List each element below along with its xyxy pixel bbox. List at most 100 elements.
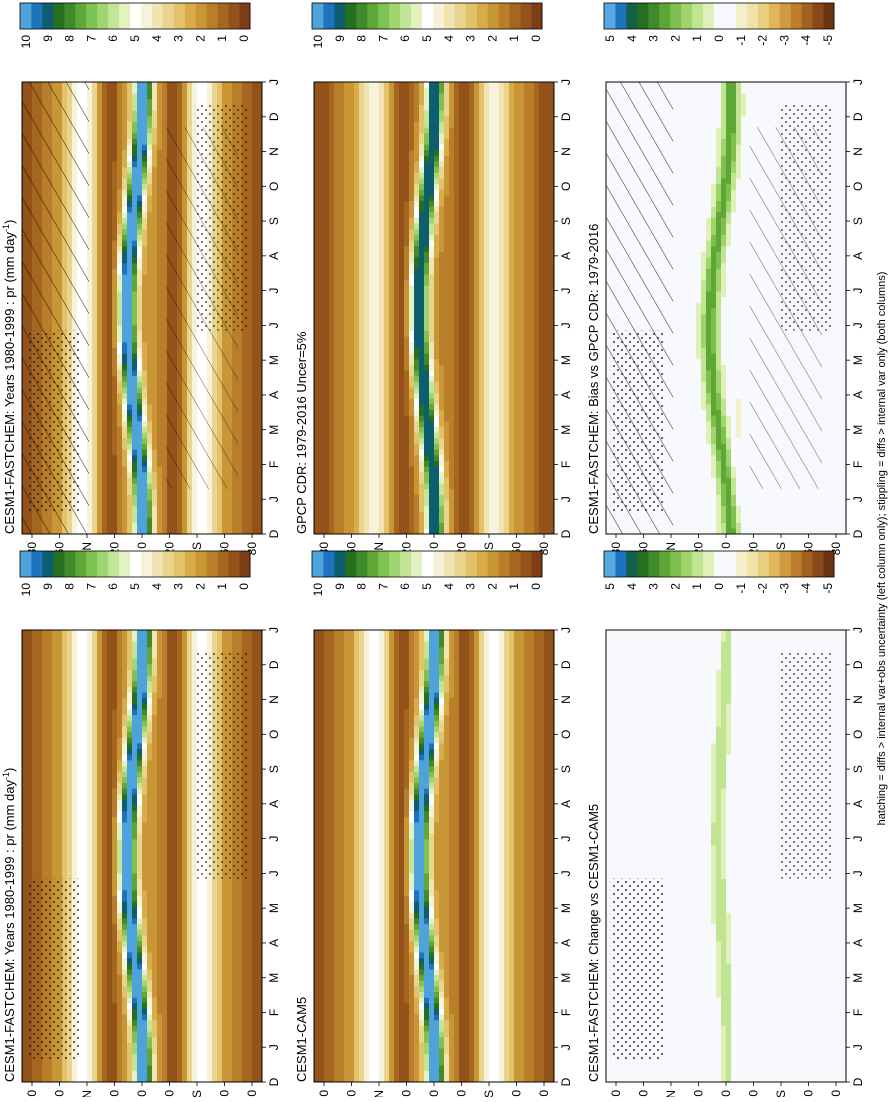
heat-cell — [252, 511, 257, 517]
heat-cell — [62, 828, 67, 834]
heat-cell — [147, 110, 152, 116]
heat-cell — [47, 805, 52, 811]
heat-cell — [242, 398, 247, 404]
heat-cell — [112, 336, 117, 342]
heat-cell — [42, 771, 47, 777]
heat-cell — [97, 438, 102, 444]
heat-cell — [112, 280, 117, 286]
heat-cell — [252, 348, 257, 354]
heat-cell — [127, 218, 132, 224]
heat-cell — [137, 455, 142, 461]
heat-cell — [107, 161, 112, 167]
heat-cell — [157, 201, 162, 207]
heat-cell — [77, 771, 82, 777]
heat-cell — [142, 370, 147, 376]
heat-cell — [62, 709, 67, 715]
heat-cell — [142, 325, 147, 331]
heat-cell — [137, 99, 142, 105]
heat-cell — [37, 816, 42, 822]
heat-cell — [157, 370, 162, 376]
heat-cell — [157, 167, 162, 173]
heat-cell — [152, 494, 157, 500]
heat-cell — [147, 370, 152, 376]
heat-cell — [142, 387, 147, 393]
heat-cell — [117, 263, 122, 269]
heat-cell — [112, 263, 117, 269]
heat-cell — [102, 229, 107, 235]
heat-cell — [127, 511, 132, 517]
heat-cell — [112, 178, 117, 184]
heat-cell — [167, 93, 172, 99]
heat-cell — [117, 427, 122, 433]
heat-cell — [117, 150, 122, 156]
heat-cell — [27, 816, 32, 822]
panel-title: CESM1-FASTCHEM: Years 1980-1999 : pr (mm… — [1, 220, 17, 534]
heat-cell — [72, 636, 77, 642]
month-tick-label: M — [267, 425, 281, 435]
heat-cell — [117, 93, 122, 99]
heat-cell — [27, 783, 32, 789]
heat-cell — [157, 285, 162, 291]
heat-cell — [117, 201, 122, 207]
heat-cell — [137, 155, 142, 161]
heat-cell — [122, 427, 127, 433]
heat-cell — [127, 478, 132, 484]
heat-cell — [22, 1031, 27, 1037]
colorbar-tick-group: 8 — [63, 35, 77, 42]
heat-cell — [42, 845, 47, 851]
heat-cell — [142, 274, 147, 280]
heat-cell — [142, 381, 147, 387]
heat-cell — [117, 415, 122, 421]
heat-cell — [152, 444, 157, 450]
heat-cell — [27, 828, 32, 834]
heat-cell — [112, 421, 117, 427]
colorbar-swatch — [31, 3, 42, 29]
heat-cell — [112, 415, 117, 421]
colorbar-tick-group: 0 — [237, 35, 251, 42]
stippling-overlay — [27, 331, 80, 512]
heat-cell — [82, 980, 87, 986]
heat-cell — [172, 489, 177, 495]
heat-cell — [197, 523, 202, 529]
heat-cell — [47, 749, 52, 755]
heat-cell — [22, 952, 27, 958]
heat-cell — [92, 528, 97, 534]
colorbar-tick-group: 2 — [193, 35, 207, 42]
heat-cell — [137, 139, 142, 145]
heat-cell — [82, 941, 87, 947]
heat-cell — [147, 280, 152, 286]
heat-cell — [137, 105, 142, 111]
heat-cell — [27, 743, 32, 749]
month-tick-group: A — [267, 252, 281, 260]
heat-cell — [137, 144, 142, 150]
heat-cell — [57, 794, 62, 800]
heat-cell — [102, 291, 107, 297]
heat-cell — [62, 783, 67, 789]
heat-cell — [22, 692, 27, 698]
heat-cell — [127, 246, 132, 252]
heat-cell — [142, 212, 147, 218]
heat-cell — [82, 963, 87, 969]
heat-cell — [107, 82, 112, 88]
heat-cell — [22, 743, 27, 749]
heat-cell — [117, 184, 122, 190]
colorbar-tick-label: 5 — [128, 583, 142, 590]
heat-cell — [242, 93, 247, 99]
heat-cell — [132, 110, 137, 116]
heat-cell — [247, 88, 252, 94]
heat-cell — [57, 709, 62, 715]
heat-cell — [247, 167, 252, 173]
heat-cell — [122, 291, 127, 297]
heat-cell — [72, 766, 77, 772]
heat-cell — [102, 133, 107, 139]
heat-cell — [152, 427, 157, 433]
heat-cell — [182, 99, 187, 105]
heat-cell — [67, 800, 72, 806]
colorbar-tick-label: 10 — [19, 35, 33, 49]
heat-cell — [137, 302, 142, 308]
heat-cell — [22, 1042, 27, 1048]
heat-cell — [52, 777, 57, 783]
heat-cell — [142, 99, 147, 105]
heat-cell — [137, 246, 142, 252]
heat-cell — [42, 658, 47, 664]
